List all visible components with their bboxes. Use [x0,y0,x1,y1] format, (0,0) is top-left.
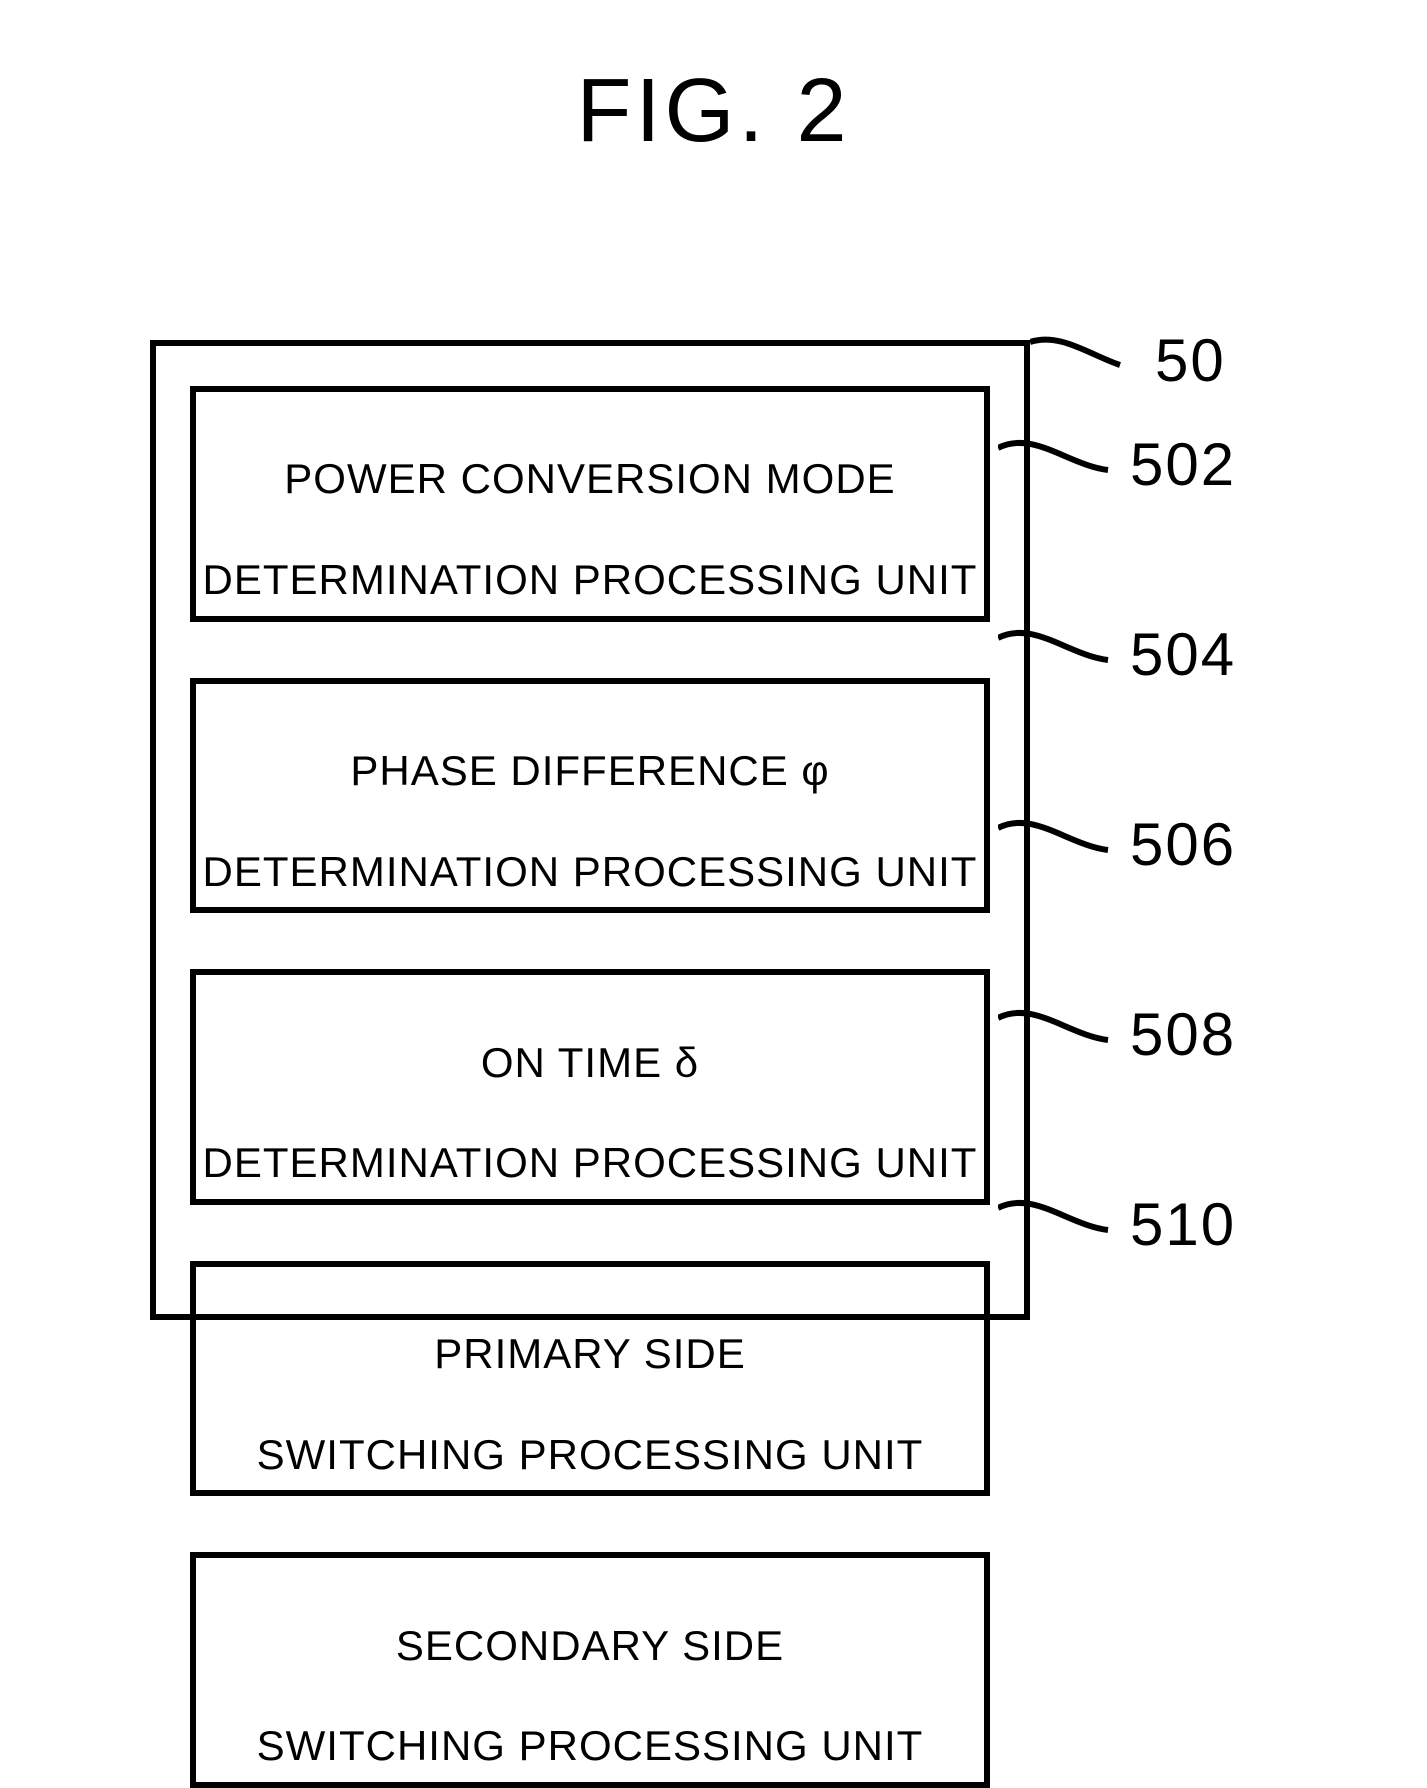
ref-label-508: 508 [1130,1000,1236,1069]
unit-box-502: POWER CONVERSION MODE DETERMINATION PROC… [190,386,990,622]
leader-506 [998,810,1128,870]
ref-label-510: 510 [1130,1190,1236,1259]
unit-label-line1: SECONDARY SIDE [396,1622,784,1669]
unit-box-510: SECONDARY SIDE SWITCHING PROCESSING UNIT [190,1552,990,1788]
leader-504 [998,620,1128,680]
unit-label-line2: DETERMINATION PROCESSING UNIT [203,848,978,895]
unit-box-506: ON TIME δ DETERMINATION PROCESSING UNIT [190,969,990,1205]
unit-label-line1: PRIMARY SIDE [434,1330,746,1377]
leader-510 [998,1190,1128,1250]
unit-label-line2: SWITCHING PROCESSING UNIT [257,1431,924,1478]
leader-50 [1030,330,1150,390]
ref-label-50: 50 [1155,326,1226,395]
unit-label-line1: ON TIME δ [481,1039,699,1086]
ref-label-504: 504 [1130,620,1236,689]
unit-box-508: PRIMARY SIDE SWITCHING PROCESSING UNIT [190,1261,990,1497]
unit-label-line2: DETERMINATION PROCESSING UNIT [203,556,978,603]
unit-label-line2: DETERMINATION PROCESSING UNIT [203,1139,978,1186]
figure-title: FIG. 2 [0,60,1427,163]
unit-label-line1: PHASE DIFFERENCE φ [350,747,829,794]
unit-label-line2: SWITCHING PROCESSING UNIT [257,1722,924,1769]
figure-page: FIG. 2 POWER CONVERSION MODE DETERMINATI… [0,0,1427,1464]
unit-box-504: PHASE DIFFERENCE φ DETERMINATION PROCESS… [190,678,990,914]
ref-label-502: 502 [1130,430,1236,499]
unit-label-line1: POWER CONVERSION MODE [284,455,895,502]
controller-block: POWER CONVERSION MODE DETERMINATION PROC… [150,340,1030,1320]
ref-label-506: 506 [1130,810,1236,879]
leader-508 [998,1000,1128,1060]
leader-502 [998,430,1128,490]
